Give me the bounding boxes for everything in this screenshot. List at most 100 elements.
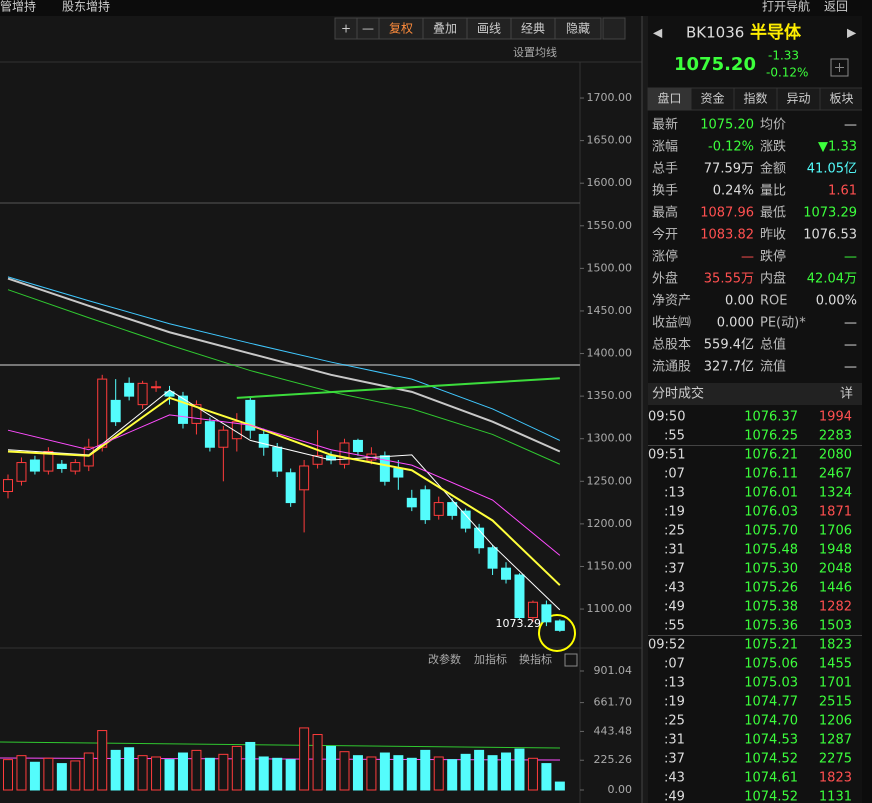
candle-body <box>352 439 363 452</box>
last-price: 1075.20 <box>674 54 756 75</box>
y-tick-label: 1100.00 <box>587 602 633 615</box>
row-label: 涨停 <box>652 249 678 265</box>
top-tab[interactable]: 股东增持 <box>62 0 110 14</box>
volume-bar <box>110 749 121 791</box>
quote-panel <box>648 16 862 803</box>
volume-bar <box>352 755 363 791</box>
toolbar-button[interactable] <box>554 17 602 40</box>
top-link[interactable]: 返回 <box>824 0 848 14</box>
trade-price: 1075.06 <box>744 657 798 672</box>
volume-bar <box>447 759 458 791</box>
trades-header <box>648 383 862 405</box>
toolbar-label[interactable]: 画线 <box>477 22 501 36</box>
toolbar-label[interactable]: 隐藏 <box>566 22 590 36</box>
candle-body <box>339 442 350 465</box>
ma-setting[interactable]: 设置均线 <box>513 45 557 59</box>
indicator-button[interactable]: 改参数 <box>428 652 461 666</box>
trade-volume: 2283 <box>819 429 852 444</box>
row-value: 1083.82 <box>700 228 754 243</box>
trade-time: :13 <box>664 486 685 501</box>
close-button[interactable] <box>564 653 578 667</box>
row-label: 均价 <box>760 118 786 133</box>
row-value: ▼1.33 <box>818 140 857 155</box>
row-value: 559.4亿 <box>704 338 754 353</box>
y-tick-label: 1550.00 <box>587 219 633 232</box>
row-label: 净资产 <box>652 294 691 309</box>
indicator-button[interactable]: 加指标 <box>474 652 507 666</box>
volume-bar <box>541 763 552 791</box>
candle-body <box>501 567 512 580</box>
trade-price: 1074.52 <box>744 752 798 767</box>
panel-tab-label[interactable]: 指数 <box>743 91 767 106</box>
row-label: PE(动)* <box>760 316 806 331</box>
candle-body <box>541 604 552 623</box>
candle-body <box>231 421 242 440</box>
toolbar-label[interactable]: 叠加 <box>433 22 457 36</box>
y-tick-label: 1350.00 <box>587 389 633 402</box>
volume-bar <box>339 751 350 791</box>
row-value: 1076.53 <box>803 228 857 243</box>
trade-volume: 2080 <box>819 448 852 463</box>
row-value: — <box>844 338 857 353</box>
trade-volume: 1324 <box>819 486 852 501</box>
trade-time: 09:52 <box>648 638 685 653</box>
candle-body <box>204 421 215 448</box>
row-value: 1.61 <box>828 184 857 199</box>
fullscreen-button[interactable] <box>602 17 626 40</box>
y-tick-label: 1600.00 <box>587 176 633 189</box>
toolbar-label[interactable]: 经典 <box>521 22 545 36</box>
candle-body <box>110 399 121 423</box>
trade-time: :07 <box>664 467 685 482</box>
trade-price: 1074.70 <box>744 714 798 729</box>
volume-bar <box>527 757 538 791</box>
next-button[interactable]: ▶ <box>847 26 857 40</box>
side-strip <box>862 16 872 803</box>
panel-tab-label[interactable]: 资金 <box>700 91 724 106</box>
trade-volume: 1706 <box>819 524 852 539</box>
panel-tab-label[interactable]: 板块 <box>829 92 853 106</box>
toolbar-label[interactable]: 复权 <box>389 22 413 36</box>
volume-bar <box>272 757 283 791</box>
trade-volume: 1446 <box>819 581 852 596</box>
top-tab[interactable]: 管增持 <box>0 0 36 14</box>
y-tick-label: 1450.00 <box>587 304 633 317</box>
volume-ma <box>0 741 561 749</box>
candle-body <box>474 527 485 549</box>
toolbar-label[interactable]: — <box>362 22 374 36</box>
highlight-circle <box>538 614 576 652</box>
candle-body <box>177 395 188 424</box>
trade-time: :31 <box>664 733 685 748</box>
trade-time: :25 <box>664 714 685 729</box>
volume-tick-label: 225.26 <box>594 753 633 766</box>
trend-line <box>236 377 560 399</box>
prev-button[interactable]: ◀ <box>653 26 663 40</box>
panel-tab-label[interactable]: 异动 <box>786 92 810 106</box>
row-label: 昨收 <box>760 228 786 243</box>
row-value: 0.00 <box>725 294 754 309</box>
add-button[interactable] <box>830 58 849 77</box>
trades-title: 分时成交 <box>652 386 704 402</box>
trades-more[interactable]: 详 <box>840 387 853 402</box>
volume-bar <box>420 749 431 791</box>
panel-tab-label[interactable]: 盘口 <box>657 91 681 106</box>
row-label: 涨幅 <box>652 140 678 155</box>
trade-time: :13 <box>664 676 685 691</box>
row-label: 流值 <box>760 359 786 375</box>
trade-price: 1075.03 <box>744 676 798 691</box>
volume-bar <box>3 759 13 791</box>
toolbar-label[interactable]: + <box>341 22 351 36</box>
candle-body <box>29 459 40 472</box>
y-tick-label: 1400.00 <box>587 347 633 360</box>
row-label: 总股本 <box>652 338 691 353</box>
volume-bar <box>514 748 525 791</box>
candle-body <box>527 601 538 619</box>
top-link[interactable]: 打开导航 <box>762 0 810 14</box>
trade-price: 1075.26 <box>744 581 798 596</box>
moving-average <box>7 396 561 586</box>
moving-average <box>7 414 561 556</box>
volume-bar <box>43 757 54 791</box>
indicator-button[interactable]: 换指标 <box>519 652 552 666</box>
volume-bar <box>474 749 485 791</box>
y-tick-label: 1250.00 <box>587 474 633 487</box>
trade-time: :55 <box>664 619 685 634</box>
